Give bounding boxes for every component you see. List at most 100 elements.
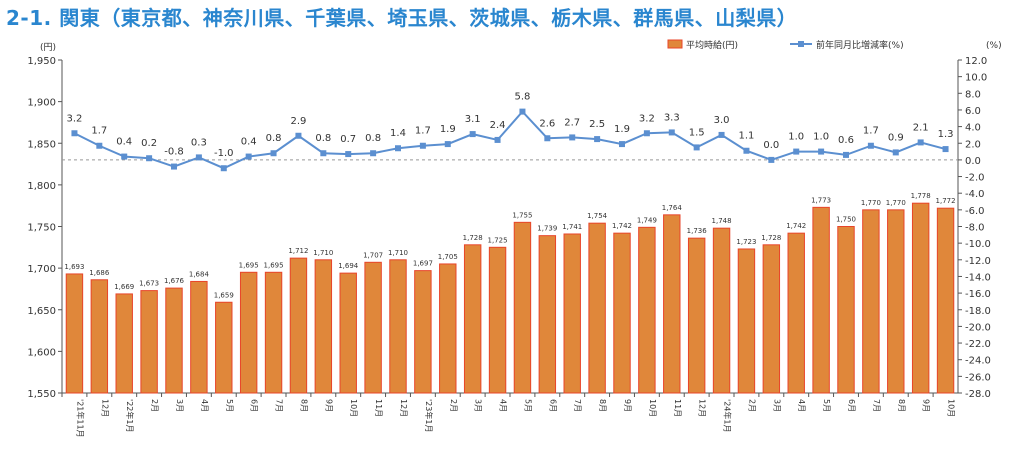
bar-value-label: 1,770 xyxy=(886,199,906,207)
line-point xyxy=(643,130,650,137)
line-point xyxy=(693,144,700,151)
left-tick-label: 1,700 xyxy=(27,264,56,275)
line-value-label: 1.4 xyxy=(390,128,406,139)
bar xyxy=(414,270,432,394)
x-tick-label: 4月 xyxy=(499,399,508,412)
line-value-label: 2.1 xyxy=(913,122,929,133)
bar xyxy=(463,244,482,394)
bar xyxy=(911,202,930,394)
bar xyxy=(588,222,606,394)
bar xyxy=(165,287,183,394)
right-tick-label: -16.0 xyxy=(965,289,991,300)
bar xyxy=(90,279,109,394)
bar xyxy=(737,248,756,394)
right-tick-label: -18.0 xyxy=(965,306,991,317)
bar xyxy=(264,271,283,394)
line-value-label: 0.0 xyxy=(763,140,779,151)
bar-value-label: 1,669 xyxy=(114,283,134,291)
line-value-label: 3.1 xyxy=(465,114,481,125)
bar-value-label: 1,755 xyxy=(512,211,532,219)
x-tick-label: '23年1月 xyxy=(424,399,434,432)
line-point xyxy=(320,150,327,157)
line-point xyxy=(245,153,252,160)
x-tick-label: 12月 xyxy=(100,399,109,417)
bar xyxy=(663,214,681,394)
right-tick-label: 6.0 xyxy=(965,106,981,117)
right-tick-label: -2.0 xyxy=(965,173,985,184)
bar-value-label: 1,772 xyxy=(936,197,956,205)
left-tick-label: 1,650 xyxy=(27,306,56,317)
x-tick-label: 3月 xyxy=(772,399,781,412)
x-tick-label: 5月 xyxy=(822,399,831,412)
line-value-label: 1.3 xyxy=(938,129,954,140)
line-value-label: 1.0 xyxy=(788,132,804,143)
line-point xyxy=(619,141,625,148)
bar xyxy=(837,226,855,394)
bar-value-label: 1,676 xyxy=(164,277,185,285)
bar-value-label: 1,728 xyxy=(761,234,781,242)
x-tick-label: '24年1月 xyxy=(723,399,733,432)
x-tick-label: 10月 xyxy=(349,399,358,417)
line-point xyxy=(469,131,476,138)
right-tick-label: 2.0 xyxy=(965,139,981,150)
line-value-label: 2.5 xyxy=(589,119,605,130)
bar-value-label: 1,684 xyxy=(189,270,210,278)
bar xyxy=(115,293,133,394)
line-point xyxy=(96,142,103,149)
line-value-label: 3.2 xyxy=(639,113,655,124)
x-tick-label: 9月 xyxy=(922,399,931,412)
bar-value-label: 1,725 xyxy=(488,236,508,244)
line-point xyxy=(171,163,177,170)
bar-value-label: 1,693 xyxy=(64,263,84,271)
line-value-label: 1.0 xyxy=(813,132,829,143)
left-axis-unit: (円) xyxy=(40,42,56,53)
line-value-label: 0.8 xyxy=(365,133,381,144)
line-point xyxy=(220,165,227,172)
bar xyxy=(190,280,208,394)
line-value-label: 0.4 xyxy=(116,137,132,148)
line-value-label: 1.1 xyxy=(738,131,754,142)
bar xyxy=(862,209,880,394)
line-value-label: 1.7 xyxy=(91,126,107,137)
x-tick-label: 8月 xyxy=(897,399,906,412)
line-value-label: 2.7 xyxy=(564,117,580,128)
line-value-label: 2.9 xyxy=(290,116,306,127)
line-value-label: 0.8 xyxy=(266,133,282,144)
bar-value-label: 1,742 xyxy=(612,222,632,230)
x-tick-label: 5月 xyxy=(523,399,532,412)
line-point xyxy=(718,131,725,138)
x-tick-label: 5月 xyxy=(225,399,234,412)
right-tick-label: 10.0 xyxy=(965,73,987,84)
x-tick-label: 7月 xyxy=(573,399,582,412)
line-value-label: 3.3 xyxy=(664,112,680,123)
bar-value-label: 1,770 xyxy=(861,199,881,207)
bar xyxy=(513,221,532,394)
line-point xyxy=(867,142,874,149)
line-value-label: 0.7 xyxy=(340,134,356,145)
line-value-label: -0.8 xyxy=(164,147,184,158)
line-point xyxy=(942,146,949,153)
line-point xyxy=(668,129,675,136)
left-tick-label: 1,600 xyxy=(27,347,56,358)
line-point xyxy=(71,130,78,137)
x-tick-label: 11月 xyxy=(374,399,383,417)
chart-title: 2-1. 関東（東京都、神奈川県、千葉県、埼玉県、茨城県、栃木県、群馬県、山梨県… xyxy=(6,6,798,30)
line-point xyxy=(444,141,451,148)
bar xyxy=(638,226,656,394)
x-tick-label: 11月 xyxy=(673,399,682,417)
x-tick-label: 9月 xyxy=(324,399,333,412)
left-tick-label: 1,550 xyxy=(27,389,56,400)
bar-value-label: 1,749 xyxy=(637,216,657,224)
line-point xyxy=(370,150,377,157)
bar xyxy=(613,232,631,394)
bar xyxy=(314,259,333,394)
line-point xyxy=(195,154,202,161)
line-value-label: -1.0 xyxy=(214,148,234,159)
bar xyxy=(439,263,457,394)
x-tick-label: 6月 xyxy=(548,399,557,412)
line-value-label: 1.9 xyxy=(614,124,630,135)
x-tick-label: 8月 xyxy=(299,399,308,412)
right-tick-label: 12.0 xyxy=(965,56,987,67)
bar-value-label: 1,748 xyxy=(712,217,732,225)
bar-value-label: 1,764 xyxy=(662,204,683,212)
